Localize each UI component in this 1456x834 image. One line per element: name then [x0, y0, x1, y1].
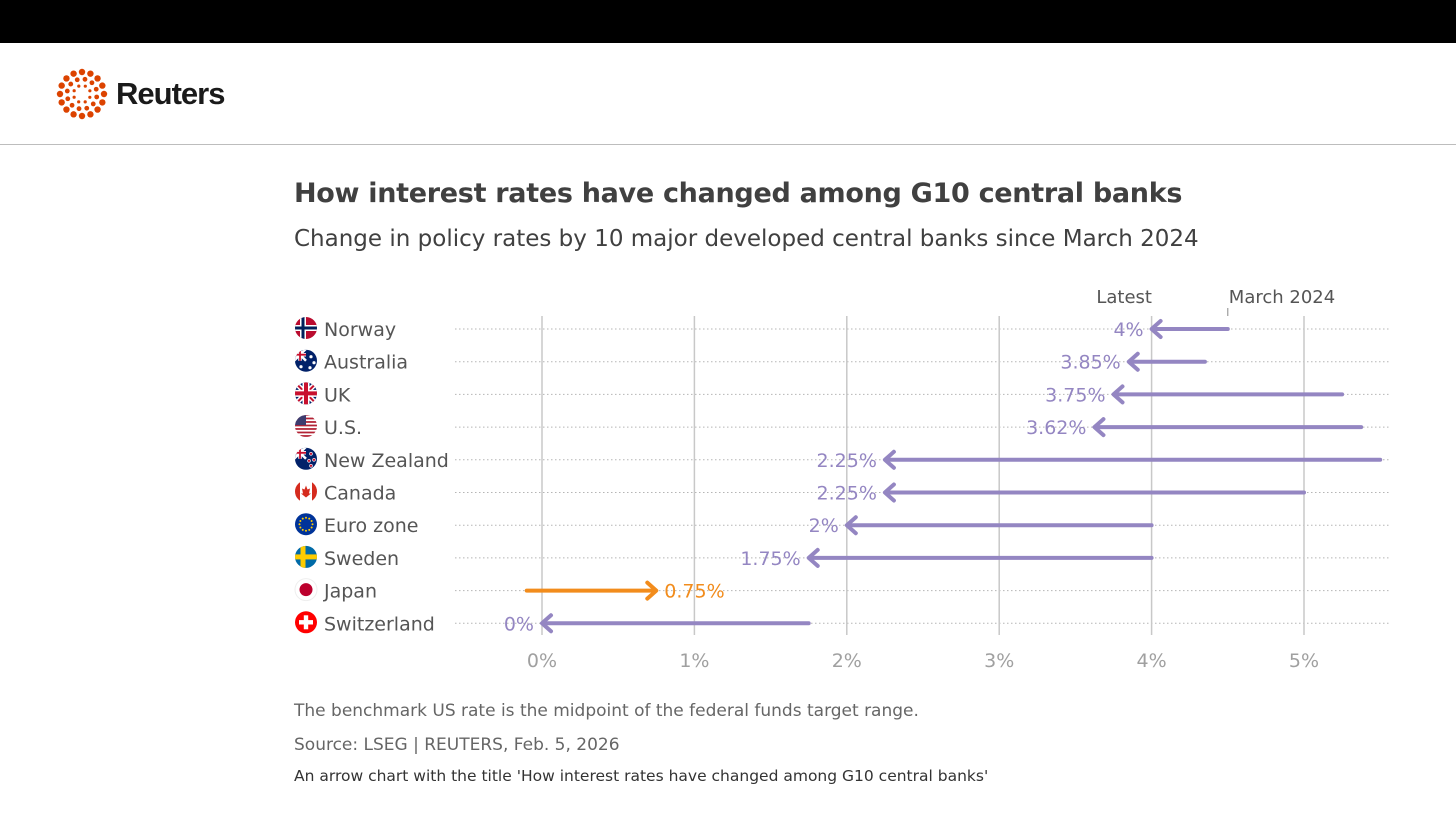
country-label: New Zealand	[324, 450, 449, 472]
grid-layer	[455, 316, 1390, 635]
country-label: Switzerland	[324, 613, 435, 635]
arrow-head	[645, 580, 659, 601]
arrow-head	[806, 547, 820, 568]
value-label: 0.75%	[664, 581, 724, 603]
arrow-head	[844, 515, 858, 536]
country-label: Japan	[323, 581, 377, 603]
x-axis: 0% 1% 2% 3% 4% 5%	[527, 650, 1319, 672]
x-tick-label: 2%	[832, 650, 862, 672]
sweden-flag-icon	[295, 545, 317, 568]
country-label: Euro zone	[324, 515, 418, 537]
canada-flag-icon	[295, 480, 317, 503]
norway-flag-icon	[295, 317, 317, 339]
value-label: 3.75%	[1045, 384, 1105, 406]
value-label: 4%	[1113, 319, 1143, 341]
chart-row: Sweden 1.75%	[295, 545, 1154, 570]
chart-row: UK 3.75%	[295, 382, 1345, 406]
arrow-head	[882, 482, 896, 503]
country-label: U.S.	[324, 417, 362, 439]
country-label: Sweden	[324, 548, 399, 570]
reuters-logo[interactable]: Reuters	[56, 68, 225, 120]
arrow-chart: Latest March 2024 Norway 4% Australia 3.85%…	[294, 287, 1390, 672]
chart-row: Japan 0.75%	[294, 578, 725, 603]
value-label: 1.75%	[740, 548, 800, 570]
chart-row: U.S. 3.62%	[295, 415, 1364, 439]
japan-flag-icon	[295, 578, 317, 601]
reuters-logo-icon	[56, 68, 108, 120]
arrow-head	[540, 613, 553, 634]
chart-row: Australia 3.85%	[295, 349, 1207, 374]
value-label: 2.25%	[817, 483, 877, 505]
source-line: Source: LSEG | REUTERS, Feb. 5, 2026	[294, 735, 620, 755]
x-tick-label: 5%	[1289, 650, 1319, 672]
value-label: 3.85%	[1060, 352, 1120, 374]
legend-march-2024: March 2024	[1229, 287, 1335, 308]
country-label: Norway	[324, 319, 396, 341]
chart-row: New Zealand 2.25%	[295, 447, 1383, 472]
chart-row: Switzerland 0%	[295, 611, 811, 635]
country-label: UK	[324, 384, 351, 406]
chart-row: Norway 4%	[295, 317, 1230, 341]
x-tick-label: 4%	[1137, 650, 1167, 672]
australia-flag-icon	[295, 349, 317, 372]
chart-row: Euro zone 2%	[295, 513, 1154, 537]
chart-title: How interest rates have changed among G1…	[294, 178, 1183, 209]
arrow-head	[1092, 417, 1106, 438]
footnote: The benchmark US rate is the midpoint of…	[294, 701, 919, 721]
rows-layer: Norway 4% Australia 3.85% UK 3.75% U.S. 3.62% Ne…	[294, 317, 1383, 635]
value-label: 3.62%	[1026, 417, 1086, 439]
eu-flag-icon	[295, 513, 317, 536]
value-label: 2.25%	[817, 450, 877, 472]
top-bar	[0, 0, 1456, 43]
arrow-head	[1149, 319, 1163, 339]
x-tick-label: 0%	[527, 650, 557, 672]
new-zealand-flag-icon	[295, 447, 317, 470]
reuters-wordmark: Reuters	[116, 76, 225, 111]
country-label: Canada	[324, 483, 396, 505]
site-header: Reuters	[0, 43, 1456, 145]
legend-latest: Latest	[1096, 287, 1152, 308]
switzerland-flag-icon	[295, 611, 317, 634]
country-label: Australia	[324, 352, 408, 374]
arrow-head	[1126, 351, 1140, 372]
x-tick-label: 3%	[984, 650, 1014, 672]
chart-subtitle: Change in policy rates by 10 major devel…	[294, 226, 1199, 252]
uk-flag-icon	[295, 382, 317, 405]
chart-row: Canada 2.25%	[295, 480, 1306, 505]
arrow-head	[882, 449, 896, 470]
arrow-head	[1111, 384, 1125, 405]
us-flag-icon	[295, 415, 317, 438]
chart-description: An arrow chart with the title 'How inter…	[294, 767, 989, 785]
chart-legend: Latest March 2024	[1096, 287, 1335, 316]
value-label: 2%	[809, 515, 839, 537]
x-tick-label: 1%	[679, 650, 709, 672]
value-label: 0%	[504, 613, 534, 635]
